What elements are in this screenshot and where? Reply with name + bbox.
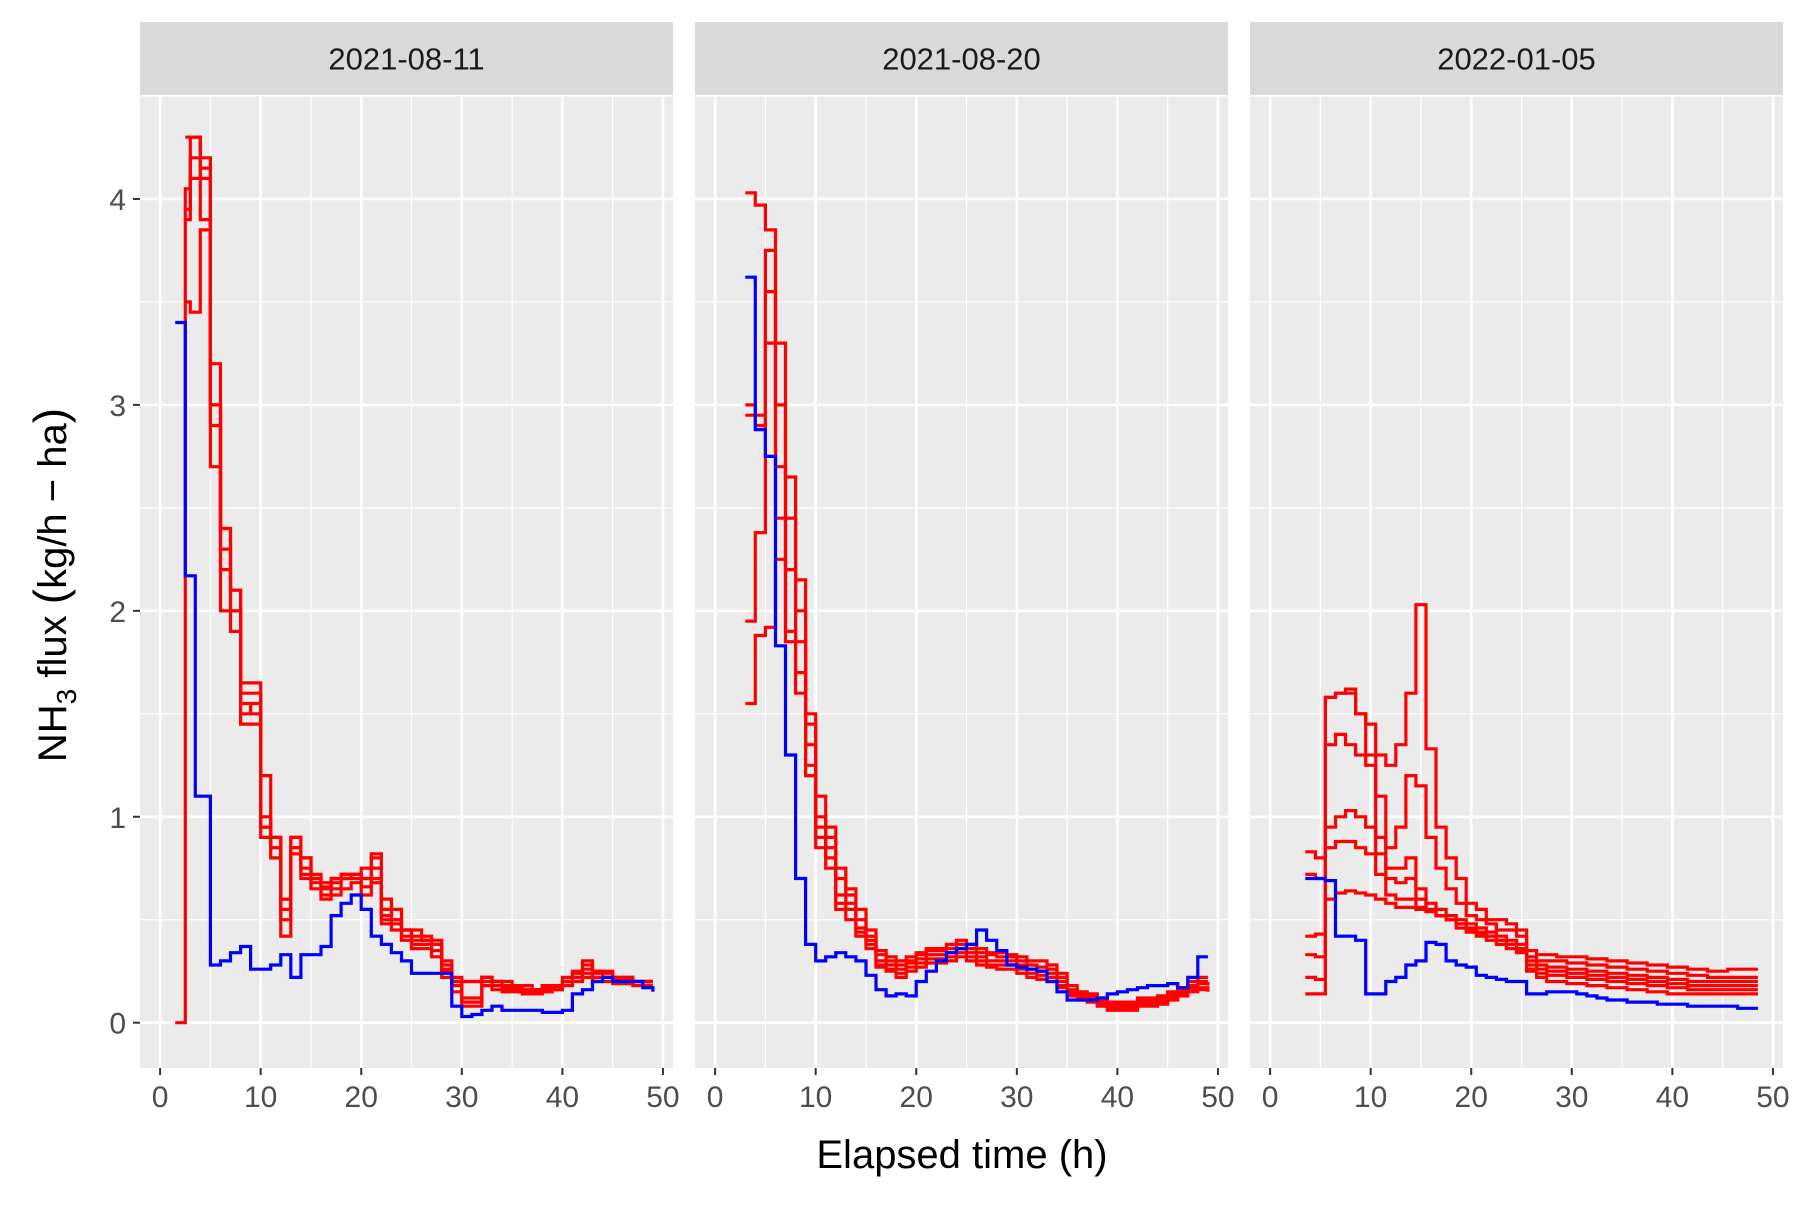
x-tick-label: 20 (345, 1081, 378, 1114)
x-tick-label: 50 (646, 1081, 679, 1114)
y-tick-label: 2 (109, 596, 126, 629)
facet-panel: 2021-08-20 0 10 20 30 40 50 (695, 22, 1235, 1114)
series-line-red (745, 557, 1210, 1012)
x-tick-label: 30 (1000, 1081, 1033, 1114)
x-axis-title: Elapsed time (h) (816, 1133, 1107, 1177)
x-tick-label: 30 (445, 1081, 478, 1114)
y-axis-title-subscript: 3 (51, 689, 82, 705)
series-line-red (1305, 889, 1758, 996)
x-tick-label: 10 (1354, 1081, 1387, 1114)
series-line-red (1305, 603, 1758, 973)
series-line-blue (745, 275, 1208, 1002)
plot-background (140, 96, 673, 1068)
y-tick-label: 4 (109, 184, 126, 217)
facet-panel: 2021-08-11 0 10 20 30 40 50 0 1 2 3 4 (109, 22, 680, 1114)
x-tick-label: 50 (1201, 1081, 1234, 1114)
series-line-red (1305, 732, 1758, 984)
x-tick-label: 30 (1555, 1081, 1588, 1114)
x-tick-label: 40 (546, 1081, 579, 1114)
x-tick-label: 40 (1656, 1081, 1689, 1114)
plot-background (1250, 96, 1783, 1068)
y-axis-title-close-paren: ) (24, 408, 76, 423)
y-axis-title-rest: flux (31, 604, 75, 688)
facet-strip-label: 2022-01-05 (1437, 42, 1596, 77)
series-line-red (185, 135, 653, 1000)
y-axis-title-open-paren: ( (24, 588, 76, 604)
x-tick-label: 50 (1756, 1081, 1789, 1114)
y-axis-title: NH3 flux (kg/h − ha) (24, 408, 82, 762)
plot-background (695, 96, 1228, 1068)
series-line-blue (1305, 876, 1758, 1010)
facet-strip (1250, 22, 1783, 95)
x-tick-label: 20 (900, 1081, 933, 1114)
y-tick-label: 1 (109, 802, 126, 835)
x-tick-label: 10 (799, 1081, 832, 1114)
x-tick-label: 0 (152, 1081, 169, 1114)
series-line-red (745, 191, 1208, 1004)
facet-strip-label: 2021-08-20 (882, 42, 1041, 77)
y-tick-label: 3 (109, 390, 126, 423)
x-tick-label: 0 (1262, 1081, 1279, 1114)
x-tick-label: 40 (1101, 1081, 1134, 1114)
x-tick-label: 0 (707, 1081, 724, 1114)
y-axis-title-unit: kg/h − ha (31, 422, 75, 588)
series-line-blue (175, 320, 655, 1019)
y-tick-label: 0 (109, 1008, 126, 1041)
facet-strip-label: 2021-08-11 (328, 42, 484, 77)
facet-panel: 2022-01-05 0 10 20 30 40 50 (1250, 22, 1790, 1114)
x-tick-label: 10 (244, 1081, 277, 1114)
y-axis-title-species: NH (31, 704, 75, 762)
facet-strip (140, 22, 673, 95)
facet-strip (695, 22, 1228, 95)
x-tick-label: 20 (1455, 1081, 1488, 1114)
